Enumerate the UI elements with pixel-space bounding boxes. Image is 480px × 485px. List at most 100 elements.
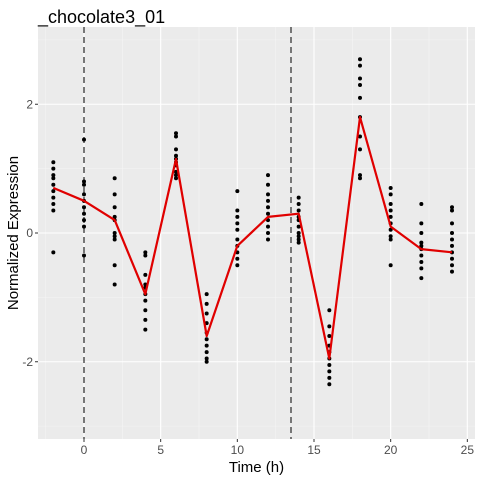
data-point [174, 147, 178, 152]
data-point [450, 263, 454, 268]
data-point [51, 160, 56, 165]
data-point [112, 176, 117, 181]
data-point [51, 250, 56, 255]
data-point [266, 198, 270, 203]
data-point [143, 298, 148, 303]
data-point [450, 237, 454, 242]
data-point [174, 153, 178, 158]
data-point [450, 231, 454, 235]
data-point [327, 375, 332, 380]
data-point [419, 266, 424, 271]
data-point [296, 195, 301, 200]
data-point [204, 292, 209, 297]
data-point [82, 192, 86, 197]
data-point [112, 231, 117, 235]
data-point [235, 221, 240, 226]
data-point [82, 218, 86, 223]
data-point [388, 263, 393, 268]
data-point [235, 227, 240, 232]
series-lines [52, 115, 453, 360]
data-point [143, 308, 148, 313]
data-point [419, 231, 424, 235]
data-point [358, 76, 362, 81]
data-point [296, 237, 301, 242]
data-point [358, 63, 362, 68]
data-point [51, 189, 56, 194]
data-point [358, 173, 362, 178]
data-point [204, 359, 209, 364]
data-point [358, 82, 362, 87]
data-point [174, 173, 178, 178]
data-point [419, 240, 424, 245]
data-point [266, 205, 270, 210]
data-point [419, 243, 424, 248]
data-point [51, 182, 56, 187]
data-point [112, 192, 117, 197]
data-point [327, 308, 332, 313]
data-point [358, 176, 362, 181]
data-point [450, 205, 454, 210]
y-tick-label: -2 [22, 355, 33, 369]
y-axis-title: Normalized Expression [5, 156, 22, 310]
data-point [296, 231, 301, 235]
data-point [51, 202, 56, 207]
data-point [388, 227, 393, 232]
x-tick-label: 25 [461, 443, 475, 457]
data-point [266, 237, 270, 242]
data-point [143, 317, 148, 322]
x-axis-title: Time (h) [229, 459, 284, 476]
data-point [419, 221, 424, 226]
x-axis-ticks: 0 5 10 15 20 25 [81, 439, 475, 457]
data-point [388, 234, 393, 239]
data-point [450, 243, 454, 248]
data-point [235, 237, 240, 242]
data-point [112, 205, 117, 210]
data-point [358, 134, 362, 139]
data-point [419, 202, 424, 207]
data-point [82, 182, 86, 187]
data-point [358, 57, 362, 62]
data-point [266, 173, 270, 178]
data-point [266, 224, 270, 229]
y-tick-label: 0 [26, 226, 33, 240]
data-point [358, 95, 362, 100]
data-point [450, 269, 454, 274]
data-point [235, 263, 240, 268]
data-point [388, 214, 393, 219]
data-point [112, 263, 117, 268]
series-line [52, 115, 453, 360]
x-tick-label: 0 [81, 443, 88, 457]
data-point [419, 259, 424, 264]
data-point [296, 202, 301, 207]
data-point [388, 185, 393, 190]
data-point [204, 337, 209, 342]
data-point [82, 179, 86, 184]
data-point [174, 134, 178, 139]
data-point [143, 327, 148, 332]
data-point [51, 173, 56, 178]
data-point [82, 137, 86, 142]
data-point [296, 208, 301, 213]
x-tick-label: 5 [157, 443, 164, 457]
data-point [419, 276, 424, 281]
data-point [235, 214, 240, 219]
data-point [51, 176, 56, 181]
data-point [266, 192, 270, 197]
reference-lines [83, 27, 292, 439]
data-point [82, 253, 86, 258]
y-axis-ticks: -2 0 2 [22, 97, 38, 369]
data-point [143, 272, 148, 277]
data-point [235, 208, 240, 213]
data-point [327, 362, 332, 367]
data-point [143, 250, 148, 255]
data-point [204, 343, 209, 348]
data-point [388, 202, 393, 207]
data-point [51, 166, 56, 171]
data-point [51, 208, 56, 213]
data-point [450, 208, 454, 213]
data-point [204, 350, 209, 355]
data-point [112, 214, 117, 219]
data-point [112, 282, 117, 287]
